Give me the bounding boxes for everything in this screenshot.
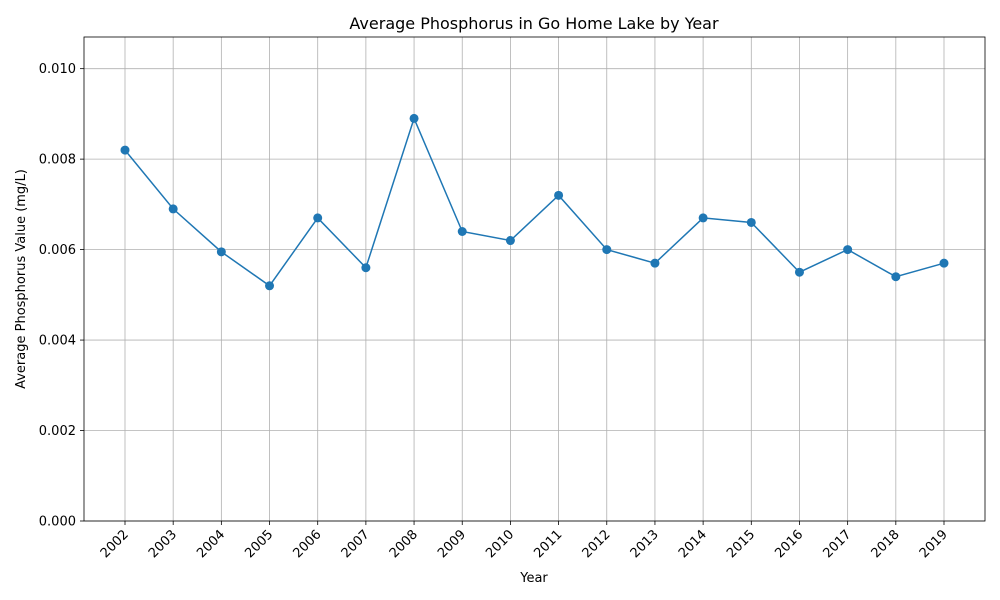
x-tick-label: 2016: [772, 527, 806, 561]
data-point: [409, 113, 419, 123]
x-tick-label: 2010: [483, 527, 517, 561]
data-point: [554, 190, 564, 200]
chart-title: Average Phosphorus in Go Home Lake by Ye…: [349, 14, 719, 33]
data-point: [361, 263, 371, 273]
data-point: [313, 213, 323, 223]
data-point: [505, 236, 515, 246]
y-tick-label: 0.002: [39, 424, 76, 439]
y-tick-label: 0.010: [39, 62, 76, 77]
data-point: [939, 258, 949, 268]
series-layer: [120, 113, 949, 291]
y-tick-label: 0.000: [39, 515, 76, 530]
data-point: [698, 213, 708, 223]
x-tick-label: 2004: [194, 527, 228, 561]
y-axis-ticks: 0.000 0.002 0.004 0.006 0.008 0.010: [39, 62, 84, 530]
data-point: [216, 247, 226, 257]
data-point: [120, 145, 130, 155]
x-tick-label: 2017: [820, 527, 854, 561]
data-point: [168, 204, 178, 214]
x-tick-label: 2002: [98, 527, 132, 561]
grid: [84, 37, 985, 522]
x-tick-label: 2019: [917, 527, 951, 561]
x-tick-label: 2009: [435, 527, 469, 561]
x-tick-label: 2012: [580, 527, 614, 561]
data-point: [794, 267, 804, 277]
x-tick-label: 2011: [531, 527, 565, 561]
x-axis-ticks: 2002 2003 2004 2005 2006 2007 2008 2009 2010 2011…: [98, 521, 951, 561]
data-point: [843, 245, 853, 255]
x-axis-label: Year: [519, 571, 548, 586]
x-tick-label: 2013: [628, 527, 662, 561]
series-line: [124, 116, 945, 287]
data-point: [746, 217, 756, 227]
data-point: [602, 245, 612, 255]
x-tick-label: 2007: [339, 527, 373, 561]
y-axis-label: Average Phosphorus Value (mg/L): [14, 169, 29, 389]
y-tick-label: 0.004: [39, 334, 76, 349]
data-point: [265, 281, 275, 291]
data-point: [457, 227, 467, 237]
y-tick-label: 0.008: [39, 153, 76, 168]
x-tick-label: 2015: [724, 527, 758, 561]
data-point: [650, 258, 660, 268]
x-tick-label: 2014: [676, 527, 710, 561]
x-tick-label: 2008: [387, 527, 421, 561]
data-point: [891, 272, 901, 282]
plot-frame: [83, 36, 986, 522]
x-tick-label: 2005: [242, 527, 276, 561]
x-tick-label: 2006: [291, 527, 325, 561]
x-tick-label: 2018: [869, 527, 903, 561]
y-tick-label: 0.006: [39, 243, 76, 258]
x-tick-label: 2003: [146, 527, 180, 561]
